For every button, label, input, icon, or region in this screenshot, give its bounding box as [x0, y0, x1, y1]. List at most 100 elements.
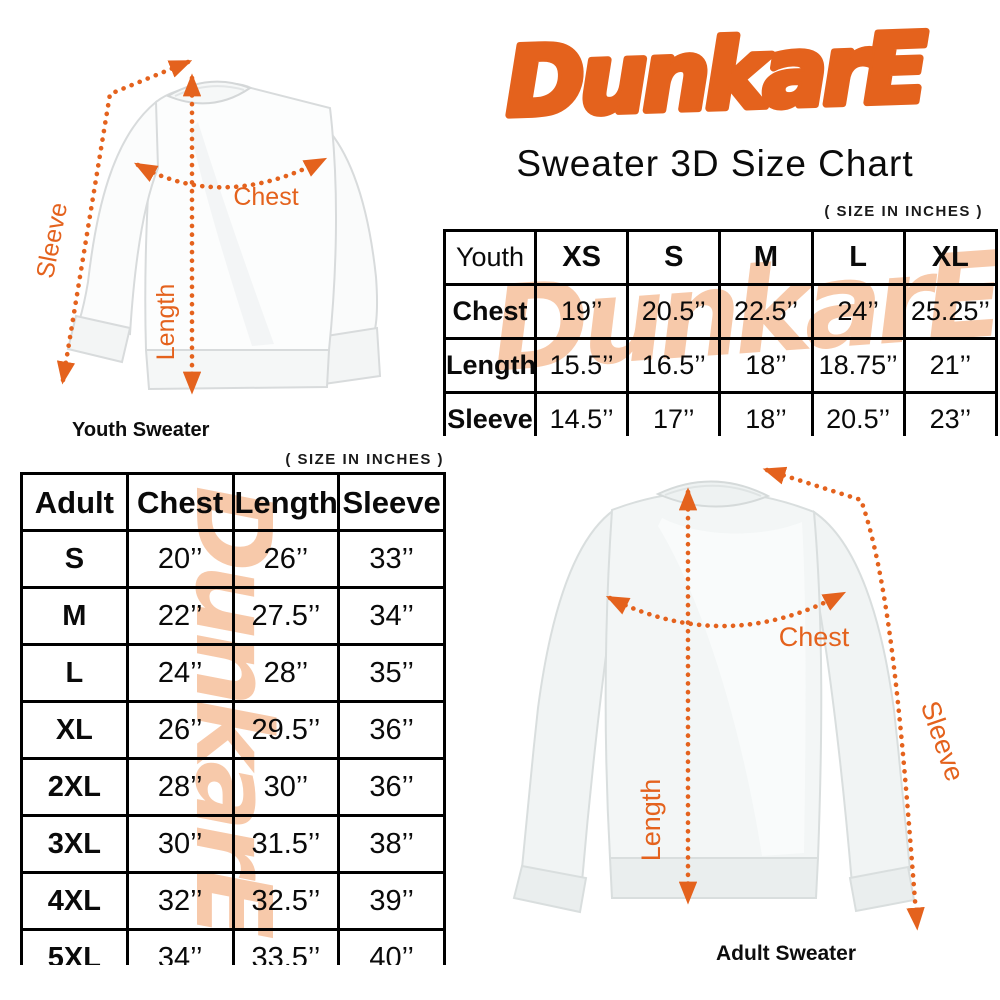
brand-logo-text: DunkarE: [504, 14, 930, 139]
size-cell: 28’’: [125, 757, 235, 817]
table-row: 3XL 30’’ 31.5’’ 38’’: [20, 814, 446, 874]
size-cell: 22’’: [125, 586, 235, 646]
size-cell: 31.5’’: [231, 814, 341, 874]
youth-chest-measure-line: [133, 157, 328, 190]
column-header: S: [626, 229, 722, 286]
youth-length-label: Length: [152, 284, 180, 360]
size-cell: 38’’: [337, 814, 446, 874]
table-header-row: Adult Chest Length Sleeve: [20, 472, 446, 532]
size-cell: 33.5’’: [231, 928, 341, 965]
youth-size-unit-note: ( SIZE IN INCHES ): [824, 203, 983, 220]
size-cell: 33’’: [337, 529, 446, 589]
size-cell: 18’’: [718, 337, 814, 394]
adult-size-table-panel: DunkarE Adult Chest Length Sleeve S 20’’ 26’’ 3…: [20, 472, 446, 965]
table-row: Length 15.5’’ 16.5’’ 18’’ 18.75’’ 21’’: [443, 337, 998, 394]
size-cell: 20.5’’: [626, 283, 722, 340]
size-cell: 32.5’’: [231, 871, 341, 931]
size-cell: 28’’: [231, 643, 341, 703]
size-cell: 26’’: [125, 700, 235, 760]
size-cell: 36’’: [337, 700, 446, 760]
youth-sweater-illustration: Sleeve Length Chest: [31, 59, 382, 395]
adult-size-table: Adult Chest Length Sleeve S 20’’ 26’’ 33’’ M 22’’…: [20, 472, 446, 965]
table-row: L 24’’ 28’’ 35’’: [20, 643, 446, 703]
size-cell: 25.25’’: [902, 283, 998, 340]
size-cell: 17’’: [626, 391, 722, 436]
column-header: M: [718, 229, 814, 286]
column-header: Sleeve: [337, 472, 446, 532]
table-row: M 22’’ 27.5’’ 34’’: [20, 586, 446, 646]
size-cell: 32’’: [125, 871, 235, 931]
table-row: Sleeve 14.5’’ 17’’ 18’’ 20.5’’ 23’’: [443, 391, 998, 436]
row-header: Length: [443, 337, 537, 394]
youth-sleeve-measure-line: [56, 59, 193, 385]
size-cell: 19’’: [533, 283, 630, 340]
table-row: 5XL 34’’ 33.5’’ 40’’: [20, 928, 446, 965]
size-cell: 39’’: [337, 871, 446, 931]
adult-sleeve-label: Sleeve: [915, 697, 970, 785]
row-header: 4XL: [20, 871, 129, 931]
table-row: 2XL 28’’ 30’’ 36’’: [20, 757, 446, 817]
size-cell: 35’’: [337, 643, 446, 703]
youth-caption: Youth Sweater: [72, 419, 210, 441]
column-header: Chest: [125, 472, 235, 532]
table-header-row: Youth XS S M L XL: [443, 229, 998, 286]
column-header: Length: [231, 472, 341, 532]
adult-hem-band: [608, 857, 820, 899]
table-row: S 20’’ 26’’ 33’’: [20, 529, 446, 589]
column-header: Adult: [20, 472, 129, 532]
adult-left-cuff: [512, 864, 588, 914]
row-header: S: [20, 529, 129, 589]
table-row: Chest 19’’ 20.5’’ 22.5’’ 24’’ 25.25’’: [443, 283, 998, 340]
youth-sleeve-label: Sleeve: [31, 200, 73, 280]
youth-size-table-panel: DunkarE Youth XS S M L XL Chest 19’’ 20.5’’ 22.5’…: [443, 229, 998, 436]
size-cell: 30’’: [125, 814, 235, 874]
adult-right-sleeve: [812, 510, 912, 886]
size-cell: 18’’: [718, 391, 814, 436]
size-cell: 18.75’’: [810, 337, 906, 394]
size-cell: 34’’: [337, 586, 446, 646]
column-header: Youth: [443, 229, 537, 286]
size-cell: 22.5’’: [718, 283, 814, 340]
size-cell: 26’’: [231, 529, 341, 589]
row-header: Sleeve: [443, 391, 537, 436]
adult-sleeve-measure-line: [762, 466, 925, 931]
size-cell: 30’’: [231, 757, 341, 817]
row-header: 2XL: [20, 757, 129, 817]
row-header: M: [20, 586, 129, 646]
adult-collar-rib: [664, 484, 762, 497]
size-cell: 23’’: [902, 391, 998, 436]
size-cell: 34’’: [125, 928, 235, 965]
row-header: 3XL: [20, 814, 129, 874]
youth-chest-label: Chest: [233, 183, 298, 211]
size-cell: 15.5’’: [533, 337, 630, 394]
adult-caption: Adult Sweater: [716, 942, 857, 965]
size-cell: 24’’: [810, 283, 906, 340]
adult-chest-measure-line: [605, 591, 847, 629]
youth-size-table: Youth XS S M L XL Chest 19’’ 20.5’’ 22.5’’ 24’’ 25.…: [443, 229, 998, 436]
column-header: XS: [533, 229, 630, 286]
size-cell: 36’’: [337, 757, 446, 817]
column-header: L: [810, 229, 906, 286]
row-header: Chest: [443, 283, 537, 340]
adult-size-unit-note: ( SIZE IN INCHES ): [285, 451, 444, 468]
size-cell: 29.5’’: [231, 700, 341, 760]
adult-length-label: Length: [636, 779, 666, 862]
size-cell: 20’’: [125, 529, 235, 589]
row-header: XL: [20, 700, 129, 760]
size-cell: 20.5’’: [810, 391, 906, 436]
size-cell: 14.5’’: [533, 391, 630, 436]
size-cell: 21’’: [902, 337, 998, 394]
size-cell: 40’’: [337, 928, 446, 965]
size-cell: 16.5’’: [626, 337, 722, 394]
table-row: 4XL 32’’ 32.5’’ 39’’: [20, 871, 446, 931]
row-header: 5XL: [20, 928, 129, 965]
size-cell: 27.5’’: [231, 586, 341, 646]
adult-chest-label: Chest: [779, 622, 850, 652]
size-cell: 24’’: [125, 643, 235, 703]
table-row: XL 26’’ 29.5’’ 36’’: [20, 700, 446, 760]
row-header: L: [20, 643, 129, 703]
brand-logo: DunkarE: [500, 10, 933, 142]
adult-sweater-illustration: Length Chest Sleeve: [512, 466, 970, 931]
page-title: Sweater 3D Size Chart: [516, 143, 914, 184]
